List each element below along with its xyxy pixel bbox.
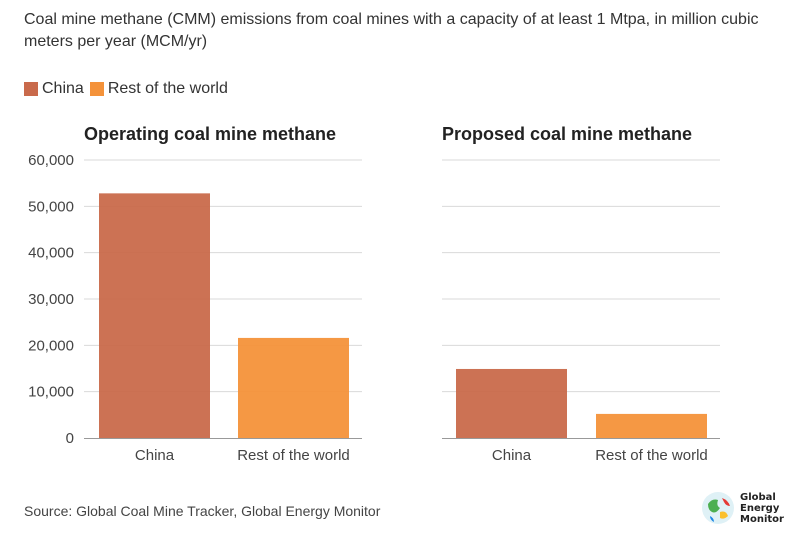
x-tick-label: Rest of the world: [595, 447, 708, 464]
legend-swatch-rest-of-world: [89, 82, 104, 96]
legend-swatch-china: [24, 82, 38, 96]
y-tick-label: 60,000: [28, 152, 74, 169]
logo-line-1: Global: [740, 492, 776, 503]
y-tick-label: 50,000: [28, 198, 74, 215]
x-tick-label: Rest of the world: [237, 447, 350, 464]
y-tick-label: 40,000: [28, 245, 74, 262]
y-tick-label: 0: [66, 430, 74, 447]
globe-icon: [702, 492, 734, 524]
legend: China Rest of the world: [24, 80, 234, 98]
logo-line-3: Monitor: [740, 514, 784, 525]
panel-title-operating: Operating coal mine methane: [84, 124, 337, 144]
legend-item-rest-of-world[interactable]: Rest of the world: [89, 80, 228, 98]
legend-item-china[interactable]: China: [24, 80, 84, 98]
source-note: Source: Global Coal Mine Tracker, Global…: [24, 503, 381, 519]
bar-proposed-rest-of-world: [596, 413, 707, 438]
y-tick-label: 20,000: [28, 337, 74, 354]
x-tick-label: China: [492, 447, 532, 464]
gem-logo: Global Energy Monitor: [700, 490, 790, 530]
bar-operating-rest-of-world: [238, 337, 349, 438]
panel-title-proposed: Proposed coal mine methane: [442, 124, 693, 144]
y-tick-label: 30,000: [28, 291, 74, 308]
y-tick-label: 10,000: [28, 384, 74, 401]
x-tick-label: China: [135, 447, 175, 464]
bar-proposed-china: [456, 368, 567, 438]
legend-label-china: China: [42, 80, 84, 97]
chart-title: Coal mine methane (CMM) emissions from c…: [24, 11, 759, 50]
bar-operating-china: [99, 193, 210, 438]
logo-text: Global Energy Monitor: [740, 492, 784, 525]
legend-label-rest-of-world: Rest of the world: [107, 80, 228, 97]
logo-line-2: Energy: [740, 503, 780, 514]
